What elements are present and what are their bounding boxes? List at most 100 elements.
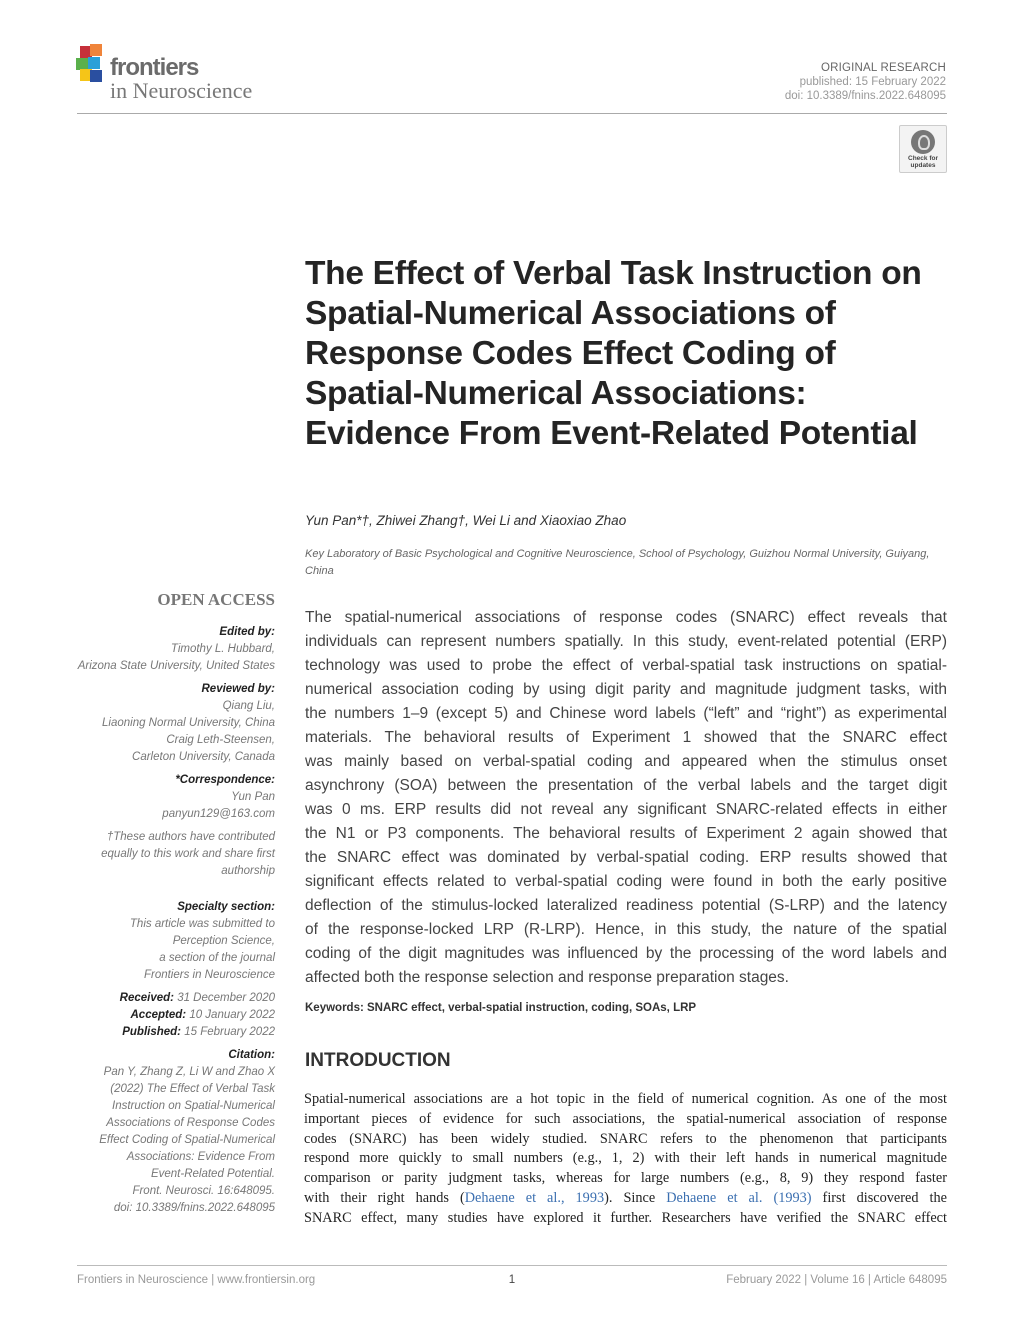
footer: Frontiers in Neuroscience | www.frontier… xyxy=(77,1274,947,1286)
journal-logo: frontiers in Neuroscience xyxy=(76,44,296,104)
text-line: respond more quickly to small numbers (e… xyxy=(304,1150,947,1167)
logo-cube xyxy=(88,57,100,69)
text-line: Instruction on Spatial-Numerical xyxy=(112,1100,275,1112)
note-line: †These authors have contributed xyxy=(106,831,275,843)
logo-cube xyxy=(80,69,92,81)
article-title: The Effect of Verbal Task Instruction on… xyxy=(305,255,922,452)
text-line[interactable]: doi: 10.3389/fnins.2022.648095 xyxy=(113,1202,275,1214)
text-line: Spatial-numerical associations are a hot… xyxy=(304,1091,947,1107)
badge-text: Check for xyxy=(908,155,938,162)
logo-cube xyxy=(76,58,88,70)
logo-word: frontiers xyxy=(110,54,199,81)
logo-cube xyxy=(80,46,92,58)
section-heading: INTRODUCTION xyxy=(305,1050,451,1071)
badge-text: updates xyxy=(910,162,936,169)
text-line: SNARC effect, many studies have explored… xyxy=(304,1209,947,1226)
citation-link[interactable]: Dehaene et al., 1993 xyxy=(464,1189,605,1206)
abstract-line: numerical association coding by using di… xyxy=(305,681,947,698)
keywords: Keywords: SNARC effect, verbal-spatial i… xyxy=(305,1002,697,1014)
text-line: a section of the journal xyxy=(159,952,275,964)
corr-name: Yun Pan xyxy=(231,791,275,803)
label: Accepted: xyxy=(130,1009,187,1021)
correspondence: *Correspondence: Yun Pan panyun129@163.c… xyxy=(70,772,275,823)
logo-subtitle: in Neuroscience xyxy=(110,78,253,103)
text-line: Perception Science, xyxy=(172,935,275,947)
abstract-line: technology was used to probe the effect … xyxy=(305,657,947,674)
affiliation: Key Laboratory of Basic Psychological an… xyxy=(305,548,930,577)
abstract-line: the numbers 1–9 (except 5) and Chinese w… xyxy=(305,705,947,722)
text-line: Front. Neurosci. 16:648095. xyxy=(132,1185,275,1197)
reviewer-affil: Liaoning Normal University, China xyxy=(102,717,275,729)
text: ). Since xyxy=(604,1189,667,1206)
label: Received: xyxy=(119,992,174,1004)
open-access-label: OPEN ACCESS xyxy=(157,590,275,609)
abstract-line: individuals can represent numbers spatia… xyxy=(305,633,947,650)
abstract-line: affected both the response selection and… xyxy=(305,969,789,986)
text: with their right hands ( xyxy=(304,1189,465,1206)
received-date: 31 December 2020 xyxy=(177,992,275,1004)
specialty-section: Specialty section: This article was subm… xyxy=(70,899,275,984)
abstract: The spatial-numerical associations of re… xyxy=(305,606,947,990)
corr-email[interactable]: panyun129@163.com xyxy=(162,808,275,820)
reviewer: Craig Leth-Steensen, xyxy=(166,734,275,746)
citation: Citation: Pan Y, Zhang Z, Li W and Zhao … xyxy=(70,1047,275,1217)
article-type: ORIGINAL RESEARCH xyxy=(820,62,946,74)
text-line: Frontiers in Neuroscience xyxy=(143,969,275,981)
footer-volume: February 2022 | Volume 16 | Article 6480… xyxy=(726,1274,947,1286)
abstract-line: was mainly based on verbal-spatial codin… xyxy=(305,753,947,770)
logo-cube xyxy=(90,70,102,82)
bookmark-icon xyxy=(911,130,935,154)
text-line: important pieces of evidence for such as… xyxy=(304,1110,947,1127)
label: Specialty section: xyxy=(177,901,275,913)
abstract-line: materials. The behavioral results of Exp… xyxy=(305,729,947,746)
label: Published: xyxy=(122,1026,181,1038)
note-line: equally to this work and share first xyxy=(101,848,275,860)
page-number: 1 xyxy=(508,1274,516,1286)
abstract-line: the SNARC effect was dominated by verbal… xyxy=(305,849,947,866)
accepted-date: 10 January 2022 xyxy=(189,1009,275,1021)
divider xyxy=(77,1265,947,1266)
editor-affil: Arizona State University, United States xyxy=(77,660,275,672)
label: *Correspondence: xyxy=(175,774,275,786)
text-line: (2022) The Effect of Verbal Task xyxy=(110,1083,275,1095)
published-date: published: 15 February 2022 xyxy=(799,76,946,88)
reviewer-affil: Carleton University, Canada xyxy=(132,751,275,763)
abstract-line: The spatial-numerical associations of re… xyxy=(305,609,947,626)
logo-cube xyxy=(90,44,102,56)
abstract-line: coding of the digit magnitudes was influ… xyxy=(305,945,947,962)
text: first discovered the xyxy=(811,1189,947,1206)
abstract-line: deflection of the stimulus-locked latera… xyxy=(305,897,947,914)
text-line: Associations: Evidence From xyxy=(126,1151,275,1163)
text-line: Pan Y, Zhang Z, Li W and Zhao X xyxy=(103,1066,275,1078)
abstract-line: significant effects related to verbal-sp… xyxy=(305,873,947,890)
footer-journal[interactable]: Frontiers in Neuroscience | www.frontier… xyxy=(77,1274,316,1286)
dates: Received: 31 December 2020 Accepted: 10 … xyxy=(70,990,275,1041)
abstract-line: the N1 or P3 components. The behavioral … xyxy=(305,825,947,842)
citation-link[interactable]: Dehaene et al. (1993) xyxy=(666,1189,812,1206)
doi[interactable]: doi: 10.3389/fnins.2022.648095 xyxy=(784,90,946,102)
label: Citation: xyxy=(228,1049,275,1061)
label: Reviewed by: xyxy=(201,683,276,695)
intro-paragraph: Spatial-numerical associations are a hot… xyxy=(304,1090,947,1229)
abstract-line: was 0 ms. ERP results did not reveal any… xyxy=(305,801,947,818)
sidebar: OPEN ACCESS Edited by: Timothy L. Hubbar… xyxy=(70,590,275,1223)
edited-by: Edited by: Timothy L. Hubbard, Arizona S… xyxy=(70,624,275,675)
published-date: 15 February 2022 xyxy=(184,1026,275,1038)
check-for-updates-badge[interactable]: Check for updates xyxy=(899,125,947,173)
reviewer: Qiang Liu, xyxy=(222,700,275,712)
text-line: comparison or parity judgment tasks, whe… xyxy=(304,1170,947,1187)
abstract-line: asynchrony (SOA) between the presentatio… xyxy=(305,777,947,794)
article-meta: ORIGINAL RESEARCH published: 15 February… xyxy=(785,61,946,103)
equal-contribution: †These authors have contributed equally … xyxy=(70,829,275,880)
note-line: authorship xyxy=(221,865,275,877)
text-line: codes (SNARC) has been widely studied. S… xyxy=(304,1130,947,1147)
text-line: Effect Coding of Spatial-Numerical xyxy=(99,1134,275,1146)
text-line: with their right hands (Dehaene et al., … xyxy=(304,1189,947,1209)
text-line: Event-Related Potential. xyxy=(150,1168,275,1180)
text-line: Associations of Response Codes xyxy=(106,1117,275,1129)
reviewed-by: Reviewed by: Qiang Liu, Liaoning Normal … xyxy=(70,681,275,766)
label: Edited by: xyxy=(219,626,275,638)
authors: Yun Pan*†, Zhiwei Zhang†, Wei Li and Xia… xyxy=(305,513,627,528)
divider xyxy=(77,113,947,114)
editor: Timothy L. Hubbard, xyxy=(170,643,275,655)
